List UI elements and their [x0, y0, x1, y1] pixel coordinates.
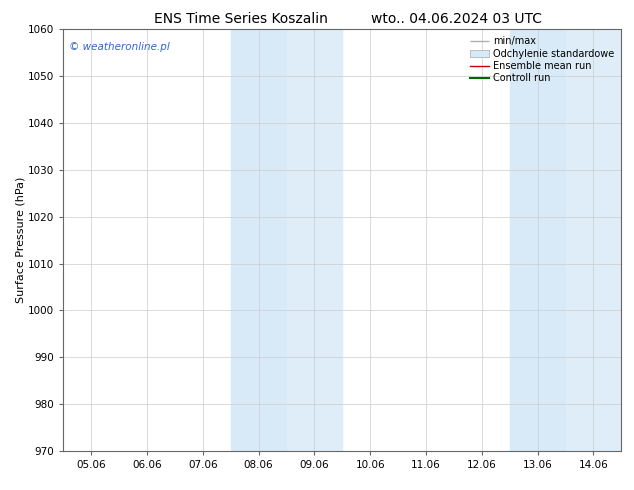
Y-axis label: Surface Pressure (hPa): Surface Pressure (hPa) [15, 177, 25, 303]
Text: wto.. 04.06.2024 03 UTC: wto.. 04.06.2024 03 UTC [371, 12, 542, 26]
Bar [510, 29, 566, 451]
Bar [231, 29, 287, 451]
Bar [287, 29, 342, 451]
Text: © weatheronline.pl: © weatheronline.pl [69, 42, 170, 52]
Bar [566, 29, 621, 451]
Legend: min/max, Odchylenie standardowe, Ensemble mean run, Controll run: min/max, Odchylenie standardowe, Ensembl… [468, 34, 616, 85]
Text: ENS Time Series Koszalin: ENS Time Series Koszalin [154, 12, 328, 26]
